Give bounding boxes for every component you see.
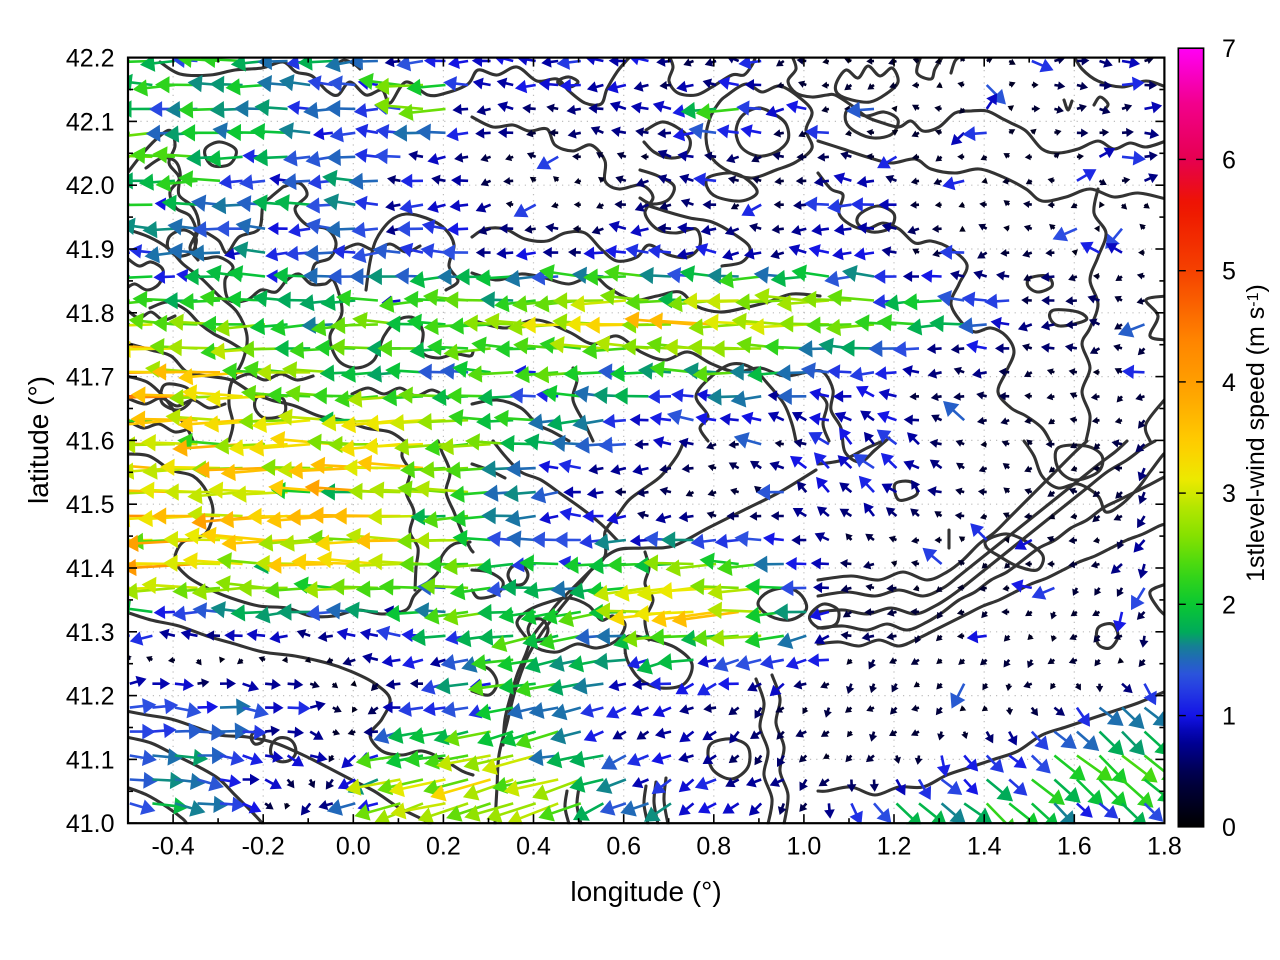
svg-text:latitude (°): latitude (°) xyxy=(23,376,54,504)
svg-text:longitude (°): longitude (°) xyxy=(570,876,721,907)
svg-text:4: 4 xyxy=(1222,369,1236,397)
svg-text:1stlevel-wind speed (m s-1): 1stlevel-wind speed (m s-1) xyxy=(1242,284,1270,582)
svg-text:0.0: 0.0 xyxy=(336,833,371,861)
svg-text:41.0: 41.0 xyxy=(66,810,115,838)
svg-text:1.2: 1.2 xyxy=(877,833,912,861)
svg-text:0.8: 0.8 xyxy=(696,833,731,861)
svg-text:-0.4: -0.4 xyxy=(152,833,195,861)
svg-text:1.0: 1.0 xyxy=(787,833,822,861)
svg-text:41.5: 41.5 xyxy=(66,491,115,519)
svg-text:41.2: 41.2 xyxy=(66,683,115,711)
svg-text:1.6: 1.6 xyxy=(1057,833,1092,861)
svg-text:-0.2: -0.2 xyxy=(242,833,285,861)
svg-text:1: 1 xyxy=(1222,703,1236,731)
svg-text:41.6: 41.6 xyxy=(66,427,115,455)
svg-text:7: 7 xyxy=(1222,35,1236,63)
svg-text:6: 6 xyxy=(1222,146,1236,174)
svg-text:0.4: 0.4 xyxy=(516,833,551,861)
svg-text:1.8: 1.8 xyxy=(1147,833,1182,861)
svg-text:42.0: 42.0 xyxy=(66,172,115,200)
svg-text:41.9: 41.9 xyxy=(66,236,115,264)
svg-text:42.2: 42.2 xyxy=(66,45,115,73)
svg-text:1.4: 1.4 xyxy=(967,833,1002,861)
svg-text:2: 2 xyxy=(1222,591,1236,619)
svg-text:3: 3 xyxy=(1222,480,1236,508)
svg-text:0.2: 0.2 xyxy=(426,833,461,861)
svg-text:41.4: 41.4 xyxy=(66,555,115,583)
svg-text:0.6: 0.6 xyxy=(606,833,641,861)
svg-text:42.1: 42.1 xyxy=(66,108,115,136)
svg-text:0: 0 xyxy=(1222,814,1236,842)
svg-text:41.3: 41.3 xyxy=(66,619,115,647)
svg-text:5: 5 xyxy=(1222,258,1236,286)
svg-text:41.1: 41.1 xyxy=(66,746,115,774)
svg-text:41.8: 41.8 xyxy=(66,300,115,328)
svg-text:41.7: 41.7 xyxy=(66,364,115,392)
